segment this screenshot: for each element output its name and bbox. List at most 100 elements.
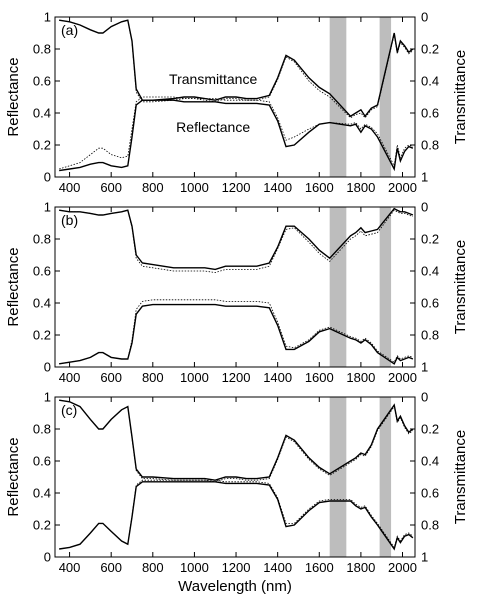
y-tick-label-left: 0.4 xyxy=(33,296,51,311)
plot-frame xyxy=(54,396,416,558)
y-tick-label-right: 0.6 xyxy=(421,486,439,501)
y-tick-label-right: 0.4 xyxy=(421,454,439,469)
series-line-right-solid xyxy=(59,19,414,118)
panel-3: 400 600 800 1000 1200 1400 1600 1800 2000 0 0.2 0.4… xyxy=(5,390,469,576)
x-tick-label: 1200 xyxy=(222,370,251,385)
y-tick-label-left: 1 xyxy=(44,390,51,405)
y-tick-label-left: 0 xyxy=(44,170,51,185)
shaded-band xyxy=(329,17,347,177)
x-tick-label: 800 xyxy=(142,370,164,385)
y-axis-title-left: Reflectance xyxy=(5,247,22,326)
series-line-left-solid xyxy=(59,303,414,365)
plot-frame xyxy=(54,16,416,178)
x-tick-label: 1400 xyxy=(263,180,292,195)
x-tick-label: 2000 xyxy=(388,180,417,195)
y-tick-label-right: 0.2 xyxy=(421,42,439,57)
y-tick-label-right: 1 xyxy=(421,170,428,185)
panel-label: (c) xyxy=(61,402,77,418)
x-tick-label: 1600 xyxy=(305,180,334,195)
y-tick-label-right: 0.8 xyxy=(421,328,439,343)
series-group xyxy=(59,207,414,365)
y-tick-label-right: 0 xyxy=(421,10,428,25)
y-tick-label-left: 0.6 xyxy=(33,74,51,89)
curve-annotation: Reflectance xyxy=(176,119,250,135)
y-axis-title-left: Reflectance xyxy=(5,437,22,516)
x-tick-label: 1400 xyxy=(263,370,292,385)
series-line-right-solid xyxy=(59,207,414,271)
y-tick-label-left: 0.2 xyxy=(33,518,51,533)
x-tick-label: 2000 xyxy=(388,560,417,575)
shaded-band xyxy=(329,207,347,367)
shaded-band xyxy=(379,17,392,177)
y-tick-label-left: 1 xyxy=(44,200,51,215)
y-axis-title-left: Reflectance xyxy=(5,57,22,136)
y-tick-label-left: 0.8 xyxy=(33,232,51,247)
x-tick-label: 2000 xyxy=(388,370,417,385)
series-line-left-solid xyxy=(59,99,414,172)
x-tick-label: 1600 xyxy=(305,560,334,575)
series-group xyxy=(59,399,414,551)
y-axis-title-right: Transmittance xyxy=(452,50,469,144)
x-tick-label: 600 xyxy=(100,180,122,195)
series-line-left-dotted xyxy=(59,96,414,170)
shaded-band xyxy=(379,207,392,367)
y-tick-label-right: 0.6 xyxy=(421,106,439,121)
series-line-right-dotted xyxy=(59,399,414,483)
panel-1: 400 600 800 1000 1200 1400 1600 1800 2000 0 0.2 0.4… xyxy=(5,10,469,196)
y-axis-title-right: Transmittance xyxy=(452,240,469,334)
series-line-right-solid xyxy=(59,399,414,481)
y-tick-label-left: 0.8 xyxy=(33,422,51,437)
y-tick-label-right: 0.4 xyxy=(421,264,439,279)
y-tick-label-left: 0.6 xyxy=(33,264,51,279)
y-tick-label-right: 0 xyxy=(421,200,428,215)
x-tick-label: 400 xyxy=(59,180,81,195)
y-axis-title-right: Transmittance xyxy=(452,430,469,524)
panel-label: (b) xyxy=(61,212,78,228)
y-tick-label-right: 0.8 xyxy=(421,518,439,533)
y-tick-label-left: 0.8 xyxy=(33,42,51,57)
x-tick-label: 1000 xyxy=(180,560,209,575)
y-tick-label-left: 0.4 xyxy=(33,486,51,501)
x-tick-label: 1200 xyxy=(222,560,251,575)
x-tick-label: 1000 xyxy=(180,370,209,385)
y-tick-label-right: 0.2 xyxy=(421,232,439,247)
y-tick-label-left: 0.4 xyxy=(33,106,51,121)
x-tick-label: 1200 xyxy=(222,180,251,195)
x-tick-label: 600 xyxy=(100,370,122,385)
x-tick-label: 600 xyxy=(100,560,122,575)
y-tick-label-right: 1 xyxy=(421,360,428,375)
shaded-band xyxy=(379,397,392,557)
series-line-left-dotted xyxy=(59,479,414,550)
series-group xyxy=(59,19,414,172)
y-tick-label-left: 0 xyxy=(44,360,51,375)
series-line-right-dotted xyxy=(59,19,414,119)
x-tick-label: 400 xyxy=(59,560,81,575)
series-line-right-dotted xyxy=(59,209,414,274)
series-line-left-dotted xyxy=(59,299,414,365)
curve-annotation: Transmittance xyxy=(169,71,257,87)
y-tick-label-right: 0.8 xyxy=(421,138,439,153)
x-tick-label: 1400 xyxy=(263,560,292,575)
panel-label: (a) xyxy=(61,22,78,38)
y-tick-label-left: 0.2 xyxy=(33,328,51,343)
y-tick-label-left: 0.6 xyxy=(33,454,51,469)
y-tick-label-left: 0 xyxy=(44,550,51,565)
x-tick-label: 400 xyxy=(59,370,81,385)
series-line-left-solid xyxy=(59,481,414,551)
x-tick-label: 1600 xyxy=(305,370,334,385)
x-tick-label: 800 xyxy=(142,560,164,575)
plot-frame xyxy=(54,206,416,368)
y-tick-label-left: 1 xyxy=(44,10,51,25)
y-tick-label-left: 0.2 xyxy=(33,138,51,153)
y-tick-label-right: 0.4 xyxy=(421,74,439,89)
y-tick-label-right: 1 xyxy=(421,550,428,565)
x-axis-title: Wavelength (nm) xyxy=(178,578,292,595)
x-tick-label: 1800 xyxy=(346,370,375,385)
y-tick-label-right: 0.2 xyxy=(421,422,439,437)
y-tick-label-right: 0 xyxy=(421,390,428,405)
x-tick-label: 1800 xyxy=(346,560,375,575)
x-tick-label: 1000 xyxy=(180,180,209,195)
y-tick-label-right: 0.6 xyxy=(421,296,439,311)
